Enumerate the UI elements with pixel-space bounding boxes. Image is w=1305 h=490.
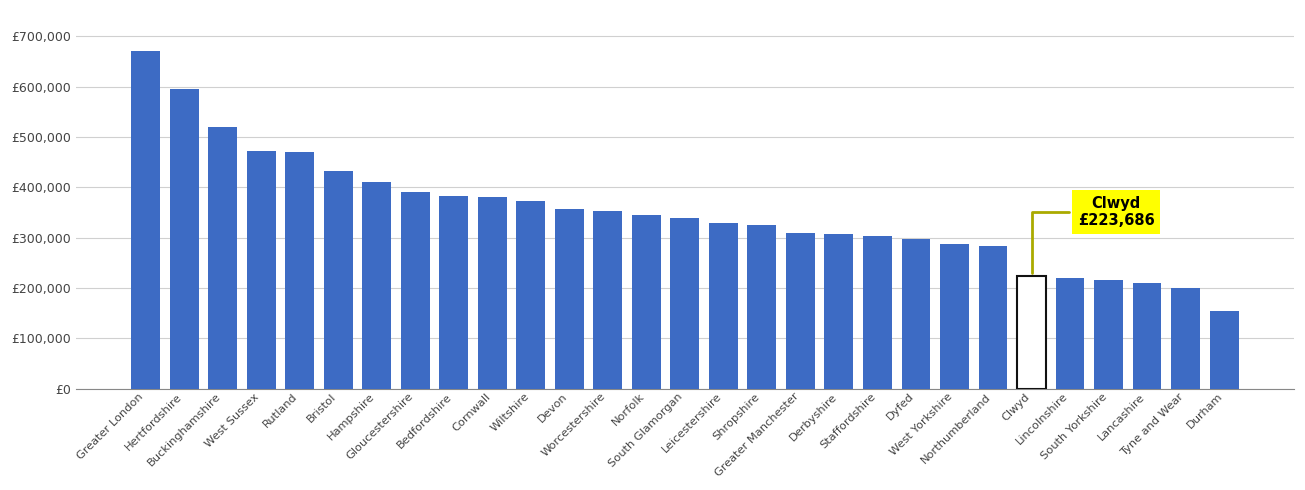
Bar [632, 215, 660, 389]
Bar [1210, 311, 1238, 389]
Bar [1133, 283, 1161, 389]
Bar [1056, 278, 1084, 389]
Bar [247, 151, 275, 389]
Bar [363, 182, 392, 389]
Bar [555, 209, 583, 389]
Bar [902, 239, 930, 389]
Bar [825, 234, 853, 389]
Bar [748, 225, 776, 389]
Bar [132, 51, 161, 389]
Bar [1171, 288, 1201, 389]
Bar [517, 201, 545, 389]
Bar [170, 89, 198, 389]
Bar [1017, 276, 1045, 389]
Bar [709, 222, 737, 389]
Bar [1094, 280, 1124, 389]
Bar [440, 196, 468, 389]
Bar [478, 197, 506, 389]
Bar [594, 211, 622, 389]
Text: Clwyd
£223,686: Clwyd £223,686 [1031, 196, 1155, 273]
Bar [786, 233, 814, 389]
Bar [324, 171, 352, 389]
Bar [940, 244, 968, 389]
Bar [863, 236, 891, 389]
Bar [286, 152, 315, 389]
Bar [979, 246, 1007, 389]
Bar [671, 218, 699, 389]
Bar [401, 193, 429, 389]
Bar [209, 127, 238, 389]
